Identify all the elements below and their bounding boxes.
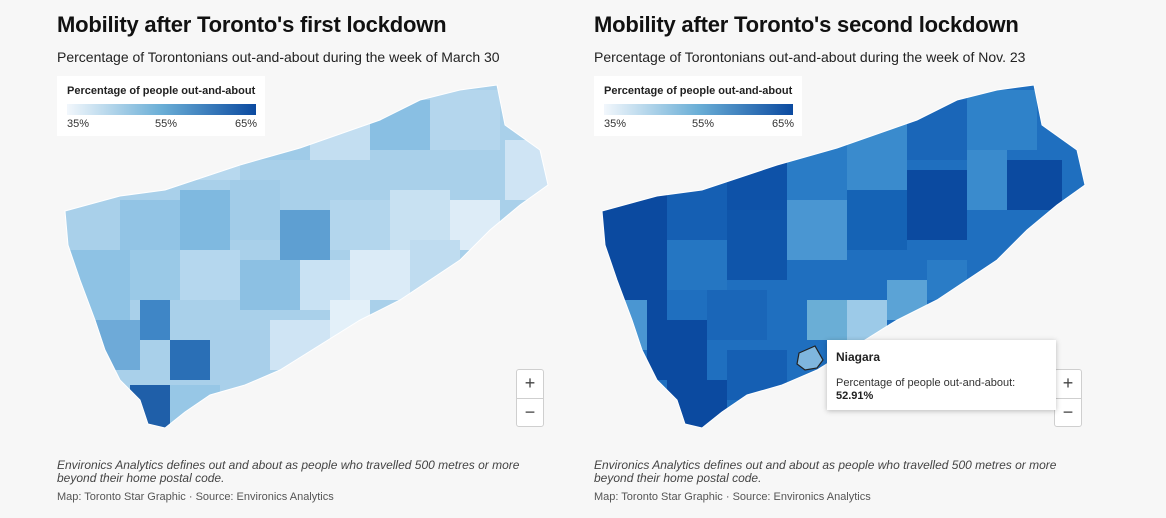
map-title: Mobility after Toronto's second lockdown — [594, 12, 1019, 37]
legend-ticks: 35% 55% 65% — [67, 118, 258, 132]
map-tooltip: Niagara Percentage of people out-and-abo… — [827, 340, 1056, 410]
map-title: Mobility after Toronto's first lockdown — [57, 12, 447, 37]
legend-tick-low: 35% — [67, 118, 90, 130]
zoom-out-button[interactable]: − — [1062, 402, 1074, 422]
footnote: Environics Analytics defines out and abo… — [57, 458, 520, 485]
map-subtitle: Percentage of Torontonians out-and-about… — [57, 49, 500, 65]
source-credit: Map: Toronto Star Graphic · Source: Envi… — [57, 491, 334, 503]
tooltip-metric-label: Percentage of people out-and-about: — [836, 377, 1016, 389]
zoom-in-button[interactable]: + — [1055, 370, 1081, 399]
zoom-out-button[interactable]: − — [524, 402, 536, 422]
map-panel-second-lockdown: Mobility after Toronto's second lockdown… — [537, 0, 1097, 518]
map-subtitle: Percentage of Torontonians out-and-about… — [594, 49, 1026, 65]
zoom-control: + − — [1054, 369, 1082, 427]
legend-gradient-bar — [67, 104, 256, 115]
highlighted-region-niagara[interactable] — [796, 345, 824, 371]
legend-gradient-bar — [604, 104, 793, 115]
zoom-control: + − — [516, 369, 544, 427]
footnote: Environics Analytics defines out and abo… — [594, 458, 1057, 485]
legend-title: Percentage of people out-and-about — [67, 85, 256, 97]
legend-tick-mid: 55% — [692, 118, 715, 130]
color-legend: Percentage of people out-and-about 35% 5… — [57, 76, 265, 136]
legend-tick-high: 65% — [235, 118, 258, 130]
map-panel-first-lockdown: Mobility after Toronto's first lockdown … — [0, 0, 560, 518]
tooltip-region-name: Niagara — [836, 350, 881, 364]
legend-tick-low: 35% — [604, 118, 627, 130]
color-legend: Percentage of people out-and-about 35% 5… — [594, 76, 802, 136]
legend-tick-high: 65% — [772, 118, 795, 130]
legend-title: Percentage of people out-and-about — [604, 85, 793, 97]
legend-tick-mid: 55% — [155, 118, 178, 130]
zoom-in-button[interactable]: + — [517, 370, 543, 399]
tooltip-metric-value: 52.91% — [836, 390, 874, 402]
source-credit: Map: Toronto Star Graphic · Source: Envi… — [594, 491, 871, 503]
legend-ticks: 35% 55% 65% — [604, 118, 795, 132]
